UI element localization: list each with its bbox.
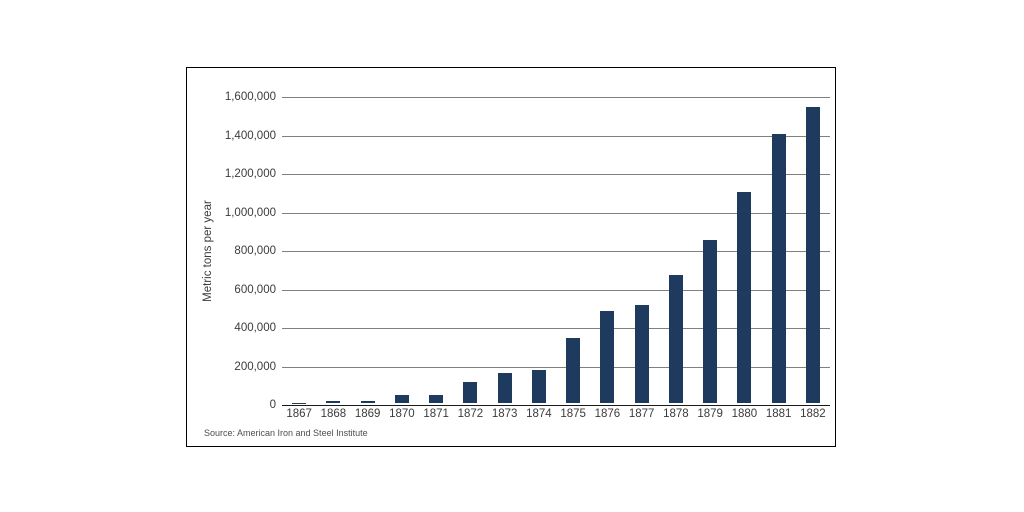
x-tick-label: 1873: [491, 408, 518, 420]
y-tick-label: 800,000: [234, 245, 276, 257]
bar-1882: [805, 106, 820, 403]
gridline: [282, 366, 830, 368]
y-tick-label: 1,200,000: [224, 168, 276, 180]
x-tick-label: 1867: [286, 408, 312, 420]
chart-panel: Metric tons per year 0 200,000 400,000 600,…: [186, 67, 836, 447]
y-axis-title: Metric tons per year: [202, 200, 214, 302]
x-tick-label: 1870: [389, 408, 415, 420]
gridline: [282, 212, 830, 214]
y-tick-label: 1,600,000: [224, 91, 276, 103]
bar-1871: [429, 395, 444, 403]
x-tick-label: 1869: [354, 408, 381, 420]
x-tick-label: 1868: [320, 408, 347, 420]
gridline: [282, 135, 830, 137]
y-tick-label: 1,000,000: [224, 206, 276, 219]
gridline: [282, 97, 830, 98]
x-tick-label: 1875: [560, 408, 586, 420]
bar-1875: [566, 337, 581, 403]
bar-1869: [360, 400, 375, 403]
x-tick-label: 1880: [731, 408, 758, 420]
x-tick-label: 1878: [663, 408, 689, 420]
x-tick-label: 1871: [423, 408, 449, 420]
x-tick-label: 1877: [628, 408, 655, 420]
x-tick-label: 1872: [457, 408, 484, 420]
x-tick-label: 1882: [800, 408, 826, 420]
bar-1878: [668, 275, 683, 403]
x-tick-label: 1876: [594, 408, 621, 420]
y-tick-label: 0: [269, 399, 276, 411]
bar-1877: [634, 304, 649, 403]
bar-1868: [326, 401, 341, 403]
gridline: [282, 174, 830, 175]
bar-1872: [463, 381, 478, 403]
bar-1879: [703, 240, 718, 403]
y-tick-label: 1,400,000: [224, 129, 276, 142]
bar-1870: [394, 395, 409, 403]
bar-1874: [531, 369, 546, 403]
gridline: [282, 289, 830, 291]
x-tick-label: 1881: [765, 408, 792, 420]
bar-1880: [737, 192, 752, 403]
x-axis-line: [282, 404, 830, 406]
gridline: [282, 328, 830, 329]
x-tick-label: 1879: [697, 408, 723, 420]
y-tick-label: 600,000: [234, 283, 276, 296]
bar-1876: [600, 310, 615, 403]
bar-1881: [771, 133, 786, 403]
y-tick-label: 400,000: [234, 322, 276, 334]
bar-1873: [497, 373, 512, 403]
gridline: [282, 251, 830, 252]
source-note: Source: American Iron and Steel Institut…: [204, 428, 368, 438]
y-tick-label: 200,000: [234, 360, 276, 373]
x-tick-label: 1874: [526, 408, 552, 420]
